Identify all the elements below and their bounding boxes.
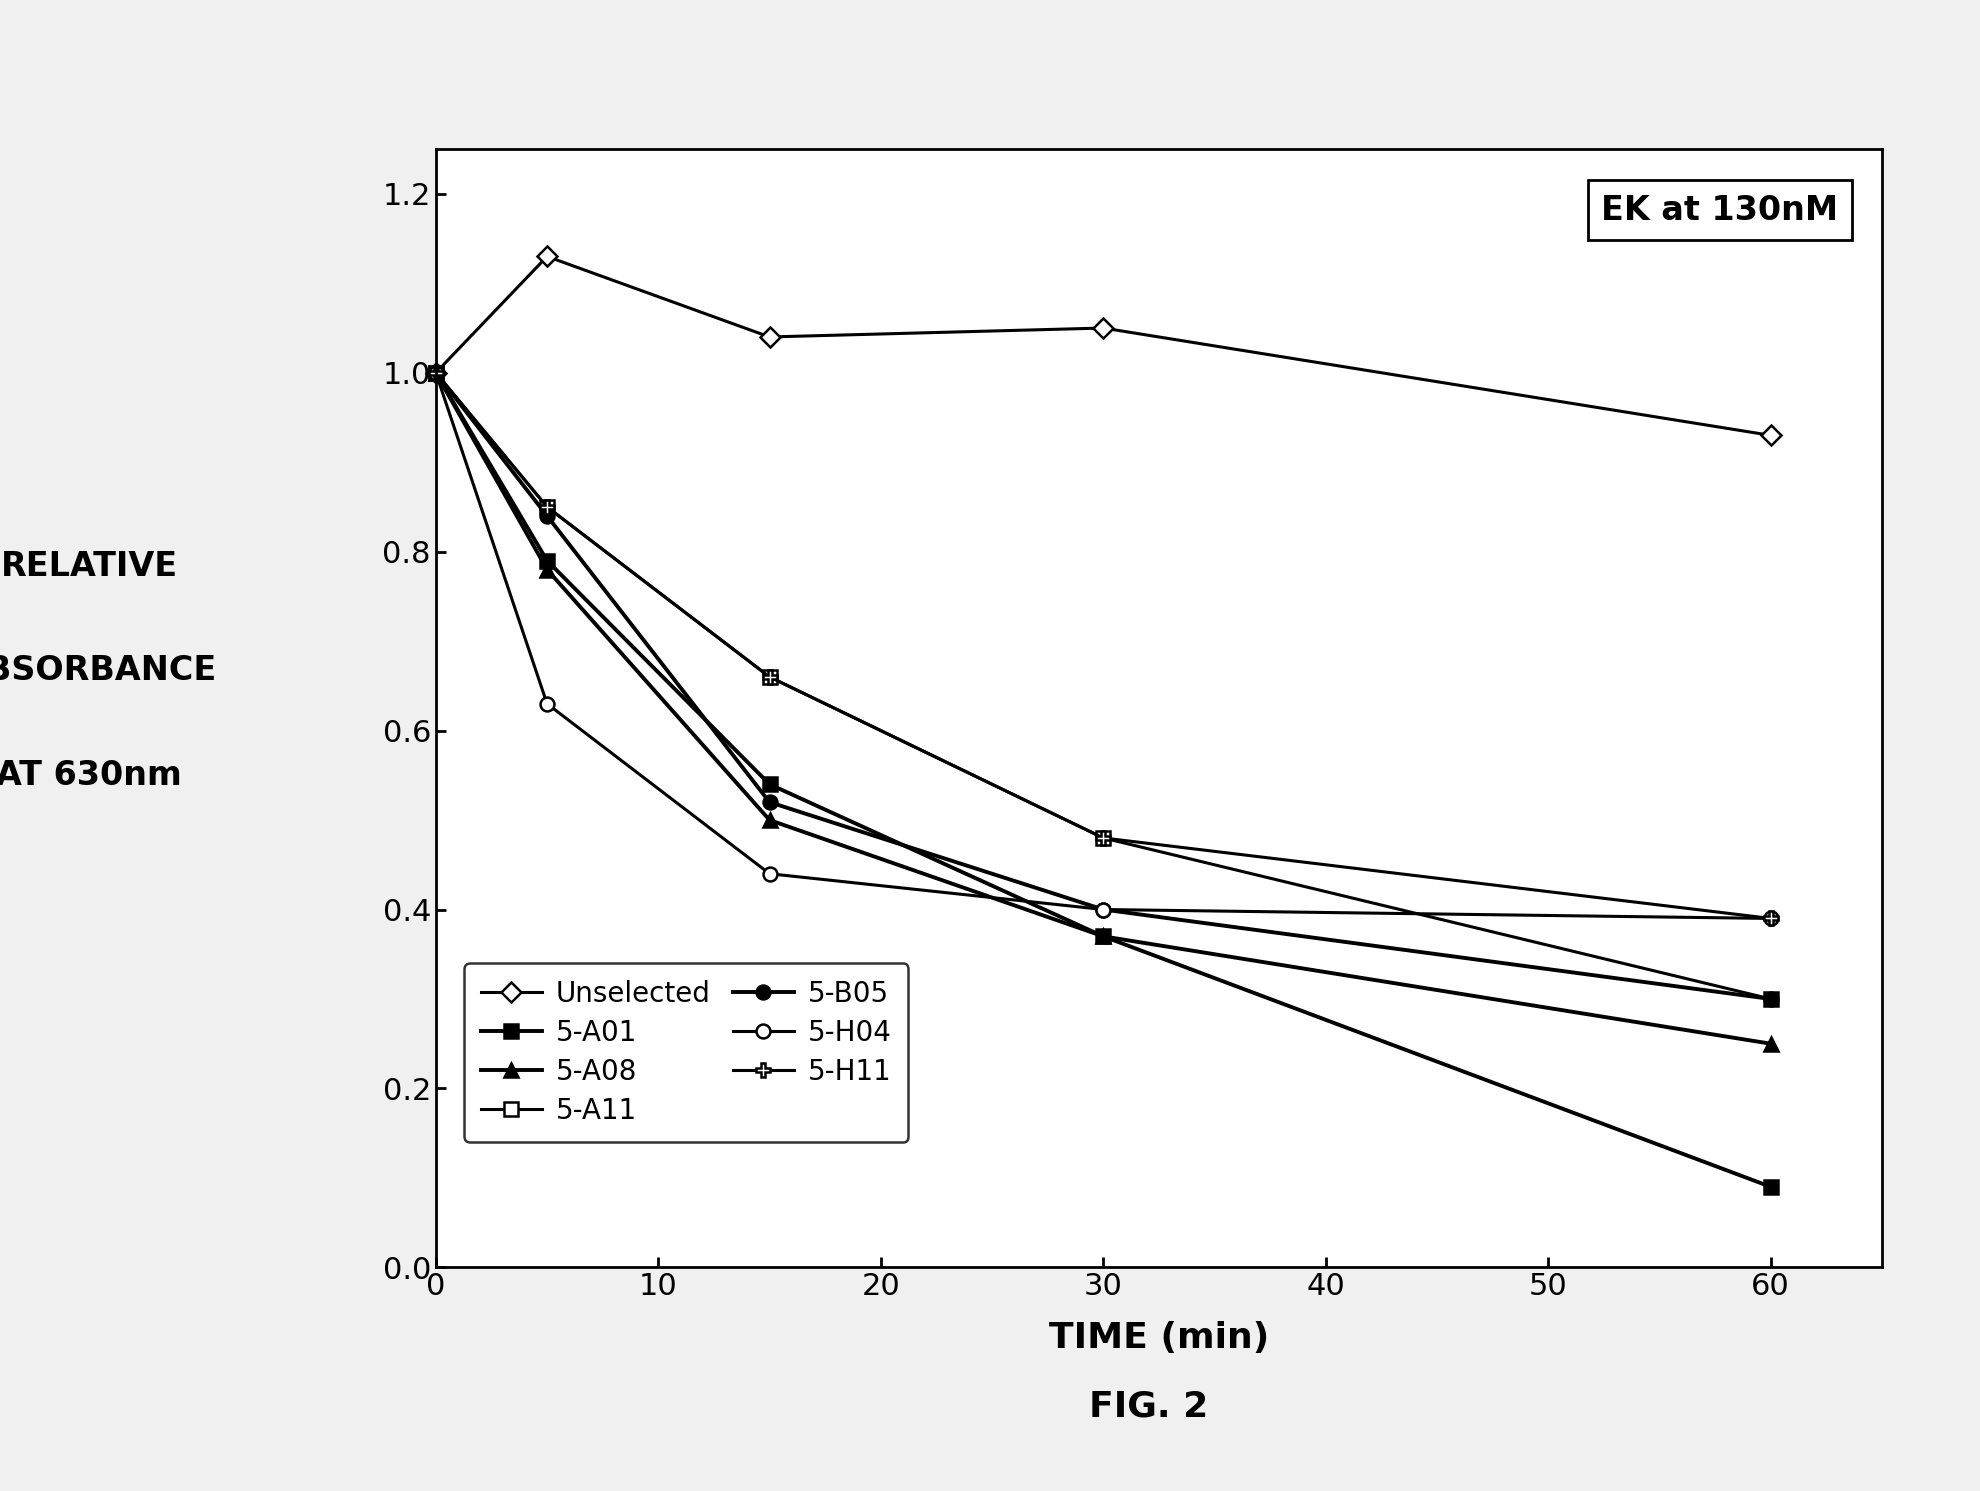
Line: 5-A01: 5-A01 (428, 365, 1776, 1194)
5-H11 (535, 498, 558, 516)
5-H04 (1091, 901, 1115, 918)
Line: 5-A08: 5-A08 (428, 365, 1776, 1051)
Text: FIG. 2: FIG. 2 (1089, 1390, 1208, 1424)
5-A01 (1758, 1178, 1782, 1196)
Unselected (1758, 426, 1782, 444)
5-A08 (424, 364, 447, 382)
Unselected (1091, 319, 1115, 337)
5-B05 (424, 364, 447, 382)
Unselected (756, 328, 780, 346)
5-H04 (535, 695, 558, 713)
5-A11 (756, 668, 780, 686)
5-B05 (1758, 990, 1782, 1008)
5-A11 (424, 364, 447, 382)
Unselected (424, 364, 447, 382)
5-A01 (424, 364, 447, 382)
5-A08 (1091, 927, 1115, 945)
Text: EK at 130nM: EK at 130nM (1600, 194, 1837, 227)
X-axis label: TIME (min): TIME (min) (1047, 1321, 1269, 1355)
5-A11 (1091, 829, 1115, 847)
Text: RELATIVE: RELATIVE (0, 550, 178, 583)
5-H04 (1758, 910, 1782, 927)
5-A11 (535, 498, 558, 516)
5-B05 (756, 793, 780, 811)
Line: 5-B05: 5-B05 (428, 365, 1776, 1006)
5-H04 (424, 364, 447, 382)
Text: AT 630nm: AT 630nm (0, 759, 182, 792)
5-A01 (756, 775, 780, 793)
5-B05 (1091, 901, 1115, 918)
Line: 5-H04: 5-H04 (428, 365, 1776, 926)
5-H11 (1758, 910, 1782, 927)
Line: Unselected: Unselected (428, 249, 1776, 443)
5-A08 (756, 811, 780, 829)
5-A01 (535, 552, 558, 570)
5-A08 (535, 561, 558, 579)
5-A08 (1758, 1035, 1782, 1053)
5-H04 (756, 865, 780, 883)
Line: 5-A11: 5-A11 (428, 365, 1776, 1006)
5-H11 (756, 668, 780, 686)
5-H11 (1091, 829, 1115, 847)
5-A11 (1758, 990, 1782, 1008)
Unselected (535, 248, 558, 265)
Text: ABSORBANCE: ABSORBANCE (0, 655, 218, 687)
5-B05 (535, 507, 558, 525)
5-H11 (424, 364, 447, 382)
Legend: Unselected, 5-A01, 5-A08, 5-A11, 5-B05, 5-H04, 5-H11: Unselected, 5-A01, 5-A08, 5-A11, 5-B05, … (463, 963, 909, 1142)
5-A01 (1091, 927, 1115, 945)
Line: 5-H11: 5-H11 (428, 365, 1776, 926)
